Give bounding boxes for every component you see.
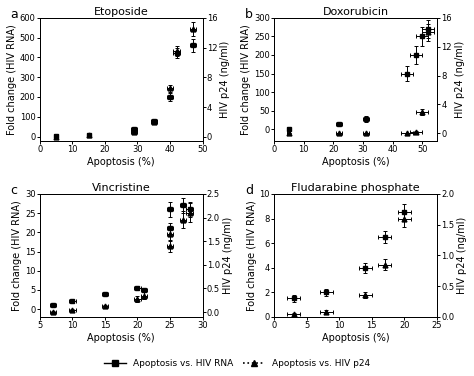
Text: c: c: [10, 184, 18, 197]
Y-axis label: Fold change (HIV RNA): Fold change (HIV RNA): [246, 200, 257, 311]
Title: Etoposide: Etoposide: [94, 7, 148, 17]
Text: b: b: [245, 8, 253, 21]
Legend: Apoptosis vs. HIV RNA, Apoptosis vs. HIV p24: Apoptosis vs. HIV RNA, Apoptosis vs. HIV…: [100, 355, 374, 371]
Title: Doxorubicin: Doxorubicin: [322, 7, 389, 17]
Y-axis label: HIV p24 (ng/ml): HIV p24 (ng/ml): [223, 217, 233, 294]
X-axis label: Apoptosis (%): Apoptosis (%): [87, 156, 155, 167]
Y-axis label: HIV p24 (ng/ml): HIV p24 (ng/ml): [220, 41, 230, 118]
Y-axis label: Fold change (HIV RNA): Fold change (HIV RNA): [7, 24, 17, 135]
Text: d: d: [245, 184, 253, 197]
Y-axis label: Fold change (HIV RNA): Fold change (HIV RNA): [12, 200, 22, 311]
Text: a: a: [10, 8, 18, 21]
Y-axis label: HIV p24 (ng/ml): HIV p24 (ng/ml): [455, 41, 465, 118]
Y-axis label: HIV p24 (ng/ml): HIV p24 (ng/ml): [457, 217, 467, 294]
X-axis label: Apoptosis (%): Apoptosis (%): [322, 333, 389, 343]
Title: Fludarabine phosphate: Fludarabine phosphate: [291, 183, 420, 193]
X-axis label: Apoptosis (%): Apoptosis (%): [87, 333, 155, 343]
Title: Vincristine: Vincristine: [92, 183, 151, 193]
X-axis label: Apoptosis (%): Apoptosis (%): [322, 156, 389, 167]
Y-axis label: Fold change (HIV RNA): Fold change (HIV RNA): [241, 24, 251, 135]
